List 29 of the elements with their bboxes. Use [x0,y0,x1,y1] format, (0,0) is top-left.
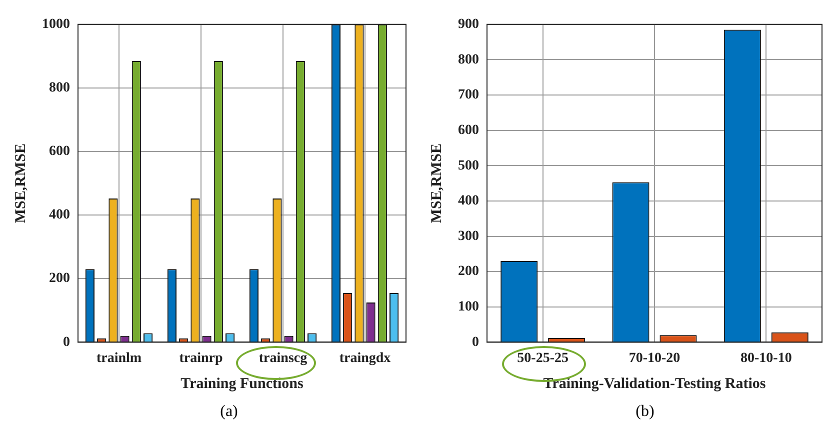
x-axis-title: Training-Validation-Testing Ratios [543,376,766,392]
y-tick-label: 200 [49,271,70,286]
y-tick-label: 400 [49,208,70,223]
x-tick-label: trainlm [96,351,142,366]
x-tick-label: 80-10-10 [740,351,792,366]
x-axis-title: Training Functions [180,376,304,392]
x-tick-label: traingdx [339,351,391,366]
text: (b) [634,403,656,421]
y-tick-label: 100 [458,300,479,314]
y-tick-label: 600 [458,122,479,138]
y-tick-label: 600 [49,144,70,160]
y-tick-label: 800 [49,80,70,96]
x-tick-label: 50-25-25 [517,351,568,366]
y-tick-label: 0 [63,334,70,350]
y-tick-label: 900 [458,17,479,32]
text: (a) [219,403,239,421]
x-tick-label: 70-10-20 [628,351,680,366]
y-tick-label: 500 [458,158,479,174]
y-axis-title: MSE,RMSE [12,144,29,224]
y-tick-label: 400 [458,194,479,209]
x-tick-label: trainrp [179,351,223,366]
y-tick-label: 200 [458,264,479,280]
y-tick-label: 1000 [42,17,70,32]
y-tick-label: 300 [458,228,479,244]
y-tick-label: 800 [458,52,479,68]
x-tick-label: trainscg [258,351,308,366]
y-tick-label: 700 [458,88,479,103]
y-axis-title: MSE,RMSE [428,144,445,224]
y-tick-label: 0 [472,334,479,350]
